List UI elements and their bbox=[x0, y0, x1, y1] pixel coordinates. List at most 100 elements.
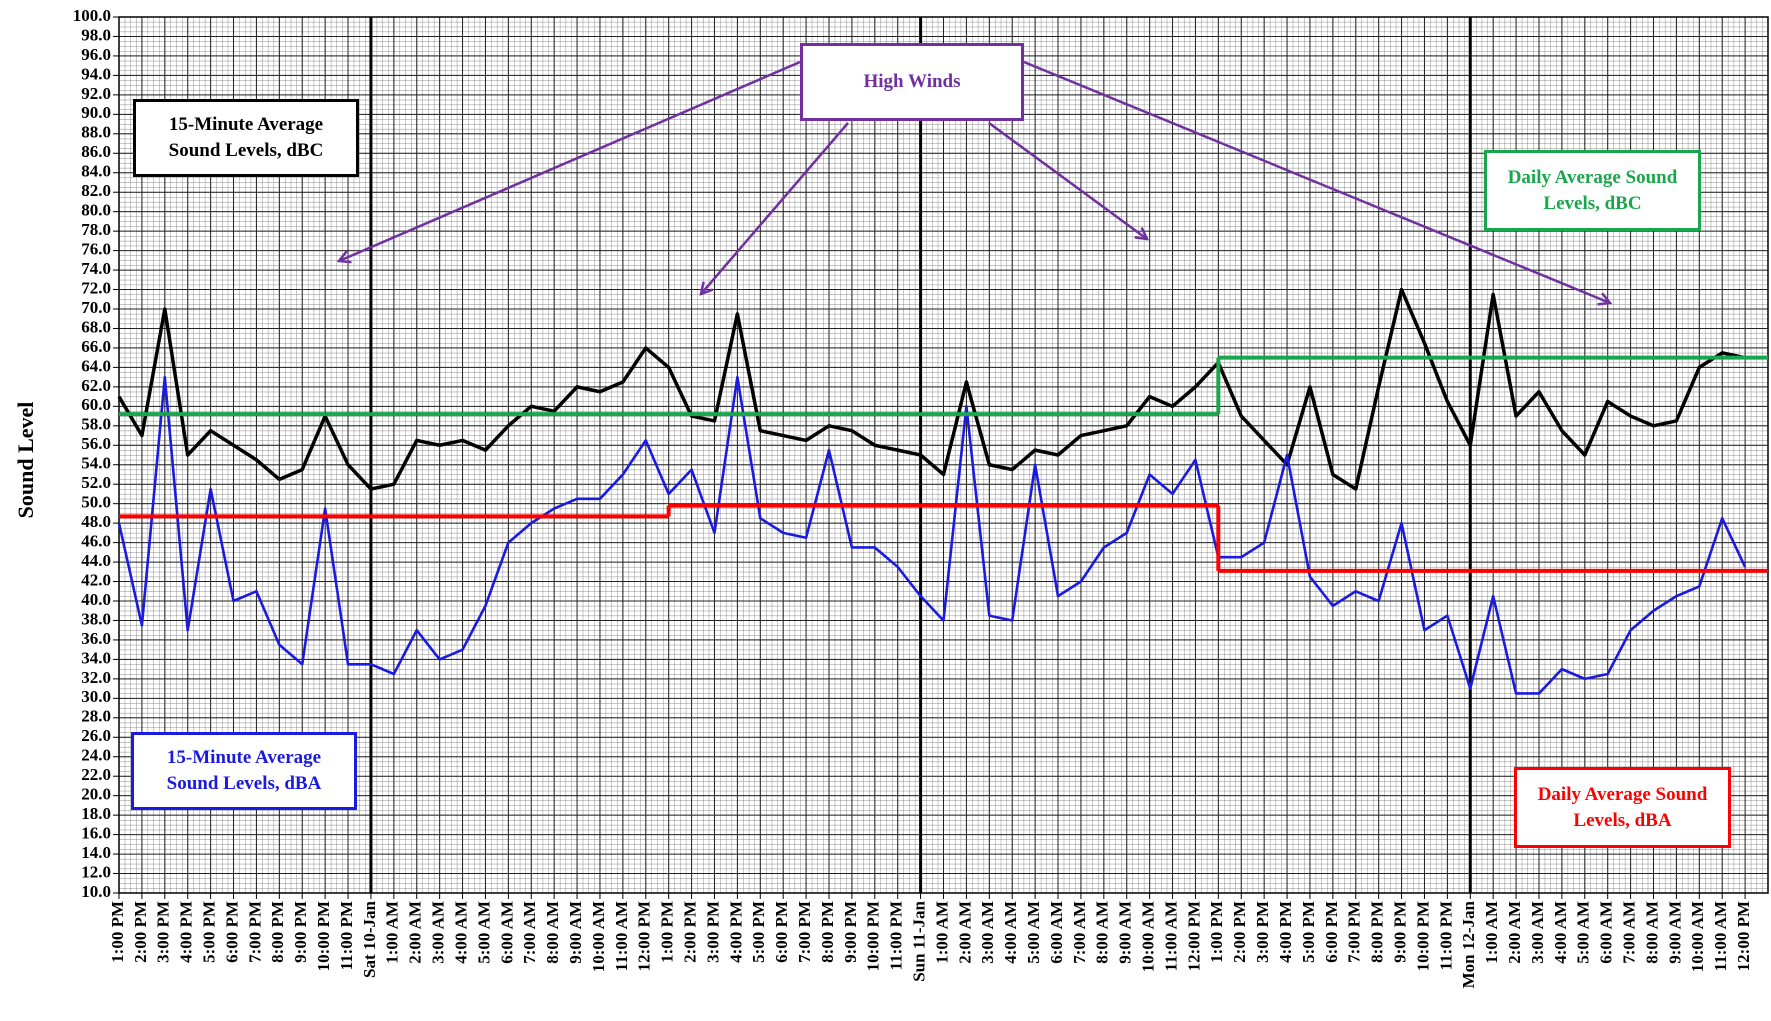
y-tick-label: 48.0 bbox=[81, 512, 111, 531]
x-tick-label: 5:00 AM bbox=[474, 901, 493, 964]
annotation-arrow bbox=[1023, 60, 1610, 303]
x-tick-label: 1:00 PM bbox=[1207, 901, 1226, 963]
y-tick-label: 76.0 bbox=[81, 240, 111, 259]
label-box: High Winds bbox=[800, 43, 1024, 121]
x-tick-label: 4:00 AM bbox=[1551, 901, 1570, 964]
y-tick-label: 18.0 bbox=[81, 804, 111, 823]
x-tick-label: 8:00 PM bbox=[818, 901, 837, 963]
y-tick-label: 66.0 bbox=[81, 337, 111, 356]
x-tick-label: 5:00 AM bbox=[1024, 901, 1043, 964]
x-tick-label: 3:00 AM bbox=[429, 901, 448, 964]
x-tick-label: 5:00 PM bbox=[749, 901, 768, 963]
y-tick-label: 38.0 bbox=[81, 609, 111, 628]
x-tick-label: 4:00 PM bbox=[726, 901, 745, 963]
y-tick-label: 12.0 bbox=[81, 862, 111, 881]
x-tick-label: 9:00 AM bbox=[1665, 901, 1684, 964]
y-tick-label: 92.0 bbox=[81, 84, 111, 103]
annotation-arrow bbox=[339, 60, 801, 261]
y-tick-label: 20.0 bbox=[81, 785, 111, 804]
y-tick-label: 96.0 bbox=[81, 45, 111, 64]
x-tick-label: 4:00 AM bbox=[1001, 901, 1020, 964]
y-tick-label: 24.0 bbox=[81, 746, 111, 765]
y-tick-label: 80.0 bbox=[81, 201, 111, 220]
x-tick-label: 2:00 AM bbox=[955, 901, 974, 964]
y-tick-label: 28.0 bbox=[81, 707, 111, 726]
y-tick-label: 50.0 bbox=[81, 493, 111, 512]
y-tick-label: 86.0 bbox=[81, 142, 111, 161]
y-tick-label: 54.0 bbox=[81, 454, 111, 473]
y-tick-label: 32.0 bbox=[81, 668, 111, 687]
data-line bbox=[117, 375, 1747, 695]
x-tick-label: 12:00 PM bbox=[1734, 901, 1753, 971]
x-tick-label: Mon 12-Jan bbox=[1459, 900, 1478, 988]
x-tick-label: 10:00 AM bbox=[589, 901, 608, 972]
y-tick-label: 52.0 bbox=[81, 473, 111, 492]
x-tick-label: 3:00 PM bbox=[154, 901, 173, 963]
y-tick-label: 34.0 bbox=[81, 648, 111, 667]
y-tick-label: 60.0 bbox=[81, 395, 111, 414]
x-tick-label: 9:00 AM bbox=[1116, 901, 1135, 964]
y-tick-label: 64.0 bbox=[81, 356, 111, 375]
label-box: 15-Minute Average Sound Levels, dBC bbox=[133, 99, 359, 177]
x-tick-label: 2:00 AM bbox=[1505, 901, 1524, 964]
y-tick-label: 90.0 bbox=[81, 103, 111, 122]
y-tick-label: 46.0 bbox=[81, 532, 111, 551]
x-tick-label: 11:00 AM bbox=[1711, 901, 1730, 971]
x-tick-label: 8:00 PM bbox=[268, 901, 287, 963]
x-tick-label: 1:00 AM bbox=[1482, 901, 1501, 964]
x-tick-label: 4:00 AM bbox=[451, 901, 470, 964]
x-tick-label: 7:00 AM bbox=[1619, 901, 1638, 964]
x-tick-label: 5:00 PM bbox=[200, 901, 219, 963]
x-tick-label: 6:00 PM bbox=[1322, 901, 1341, 963]
x-tick-label: 11:00 PM bbox=[887, 901, 906, 970]
x-tick-label: 7:00 PM bbox=[245, 901, 264, 963]
x-tick-label: 4:00 PM bbox=[1276, 901, 1295, 963]
x-tick-label: 2:00 PM bbox=[680, 901, 699, 963]
y-tick-label: 40.0 bbox=[81, 590, 111, 609]
y-tick-label: 74.0 bbox=[81, 259, 111, 278]
x-tick-label: 5:00 AM bbox=[1574, 901, 1593, 964]
label-box: 15-Minute Average Sound Levels, dBA bbox=[131, 732, 357, 810]
y-tick-label: 62.0 bbox=[81, 376, 111, 395]
x-tick-label: 10:00 PM bbox=[314, 901, 333, 971]
x-tick-label: 9:00 PM bbox=[841, 901, 860, 963]
x-tick-label: Sun 11-Jan bbox=[910, 900, 929, 981]
plot-frame bbox=[118, 16, 1769, 894]
y-tick-label: 58.0 bbox=[81, 415, 111, 434]
x-tick-label: 1:00 AM bbox=[383, 901, 402, 964]
y-tick-label: 88.0 bbox=[81, 123, 111, 142]
y-tick-label: 72.0 bbox=[81, 278, 111, 297]
y-tick-label: 84.0 bbox=[81, 162, 111, 181]
x-tick-label: 10:00 AM bbox=[1139, 901, 1158, 972]
data-line bbox=[117, 287, 1746, 491]
y-tick-label: 14.0 bbox=[81, 843, 111, 862]
x-tick-label: 3:00 AM bbox=[1528, 901, 1547, 964]
y-tick-label: 44.0 bbox=[81, 551, 111, 570]
x-tick-label: 8:00 AM bbox=[1642, 901, 1661, 964]
x-tick-label: 9:00 PM bbox=[1390, 901, 1409, 963]
x-tick-label: 2:00 AM bbox=[406, 901, 425, 964]
x-tick-label: 12:00 PM bbox=[1184, 901, 1203, 971]
y-tick-label: 100.0 bbox=[73, 6, 111, 25]
x-tick-label: 3:00 PM bbox=[1253, 901, 1272, 963]
y-tick-label: 56.0 bbox=[81, 434, 111, 453]
x-tick-label: Sat 10-Jan bbox=[360, 900, 379, 978]
x-tick-label: 9:00 AM bbox=[566, 901, 585, 964]
x-tick-label: 1:00 PM bbox=[658, 901, 677, 963]
y-tick-label: 22.0 bbox=[81, 765, 111, 784]
x-tick-label: 11:00 AM bbox=[612, 901, 631, 971]
x-tick-label: 11:00 PM bbox=[337, 901, 356, 970]
x-tick-label: 8:00 PM bbox=[1368, 901, 1387, 963]
y-tick-label: 30.0 bbox=[81, 687, 111, 706]
y-tick-label: 42.0 bbox=[81, 570, 111, 589]
x-tick-label: 10:00 PM bbox=[864, 901, 883, 971]
label-box: Daily Average Sound Levels, dBA bbox=[1514, 767, 1731, 848]
y-tick-label: 10.0 bbox=[81, 882, 111, 901]
x-tick-label: 10:00 PM bbox=[1413, 901, 1432, 971]
x-tick-label: 11:00 PM bbox=[1436, 901, 1455, 970]
y-tick-label: 98.0 bbox=[81, 25, 111, 44]
x-tick-label: 2:00 PM bbox=[131, 901, 150, 963]
x-tick-label: 9:00 PM bbox=[291, 901, 310, 963]
x-tick-label: 1:00 PM bbox=[108, 901, 127, 963]
y-tick-label: 82.0 bbox=[81, 181, 111, 200]
